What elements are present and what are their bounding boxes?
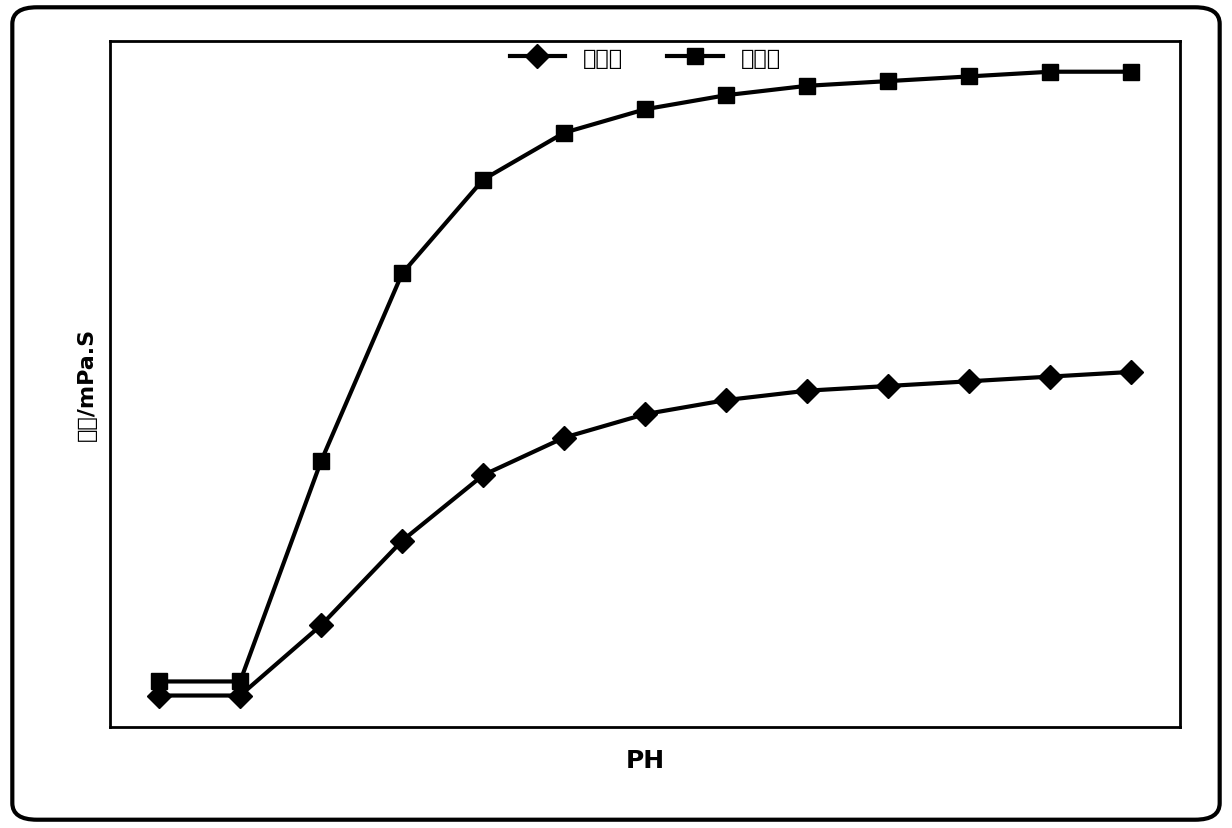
Legend: 一价盐, 二价盐: 一价盐, 二价盐	[500, 39, 790, 78]
一价盐	[800, 386, 814, 396]
二价盐	[638, 105, 653, 115]
一价盐	[719, 396, 734, 406]
二价盐	[557, 128, 572, 138]
Y-axis label: 粘度/mPa.S: 粘度/mPa.S	[76, 328, 96, 440]
一价盐	[881, 382, 896, 392]
一价盐	[394, 536, 409, 546]
Line: 一价盐: 一价盐	[150, 364, 1140, 704]
二价盐	[476, 176, 490, 185]
一价盐	[476, 470, 490, 480]
二价盐	[314, 456, 329, 466]
一价盐	[962, 377, 977, 387]
二价盐	[719, 91, 734, 101]
二价盐	[800, 82, 814, 92]
二价盐	[152, 676, 166, 686]
二价盐	[1044, 68, 1058, 78]
一价盐	[1124, 368, 1138, 378]
一价盐	[557, 433, 572, 443]
一价盐	[314, 620, 329, 630]
一价盐	[1044, 372, 1058, 382]
二价盐	[233, 676, 248, 686]
二价盐	[962, 72, 977, 82]
Line: 二价盐: 二价盐	[150, 65, 1140, 690]
二价盐	[881, 77, 896, 87]
一价盐	[638, 410, 653, 420]
X-axis label: PH: PH	[626, 748, 665, 772]
二价盐	[394, 269, 409, 279]
一价盐	[152, 691, 166, 700]
一价盐	[233, 691, 248, 700]
二价盐	[1124, 68, 1138, 78]
